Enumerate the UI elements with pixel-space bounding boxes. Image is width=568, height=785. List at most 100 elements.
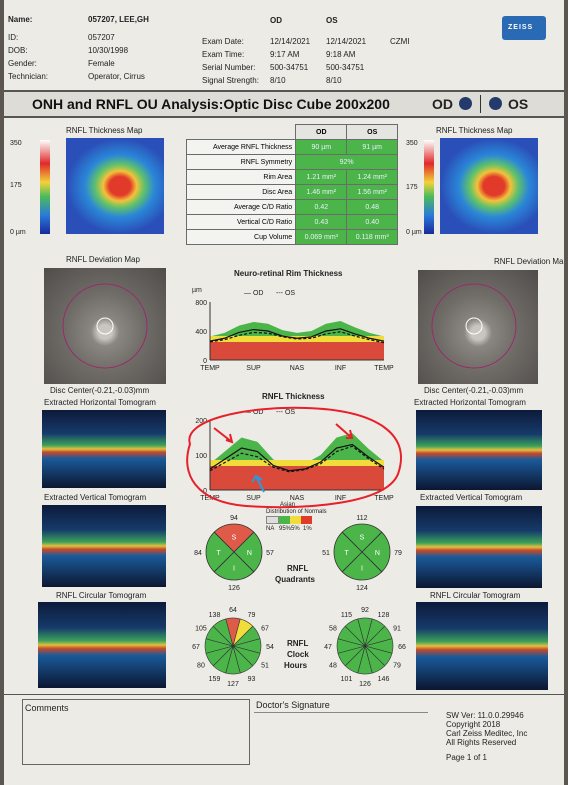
- rim-xtick: NAS: [290, 365, 305, 372]
- horiz-tomogram-od: [42, 410, 166, 488]
- clock-title-1: RNFL: [287, 639, 309, 648]
- signature-line[interactable]: [254, 712, 428, 713]
- clock-od-value: 93: [248, 676, 256, 683]
- rnfl-legend-od: — OD: [244, 409, 264, 416]
- quad-os-sector-label: T: [344, 550, 349, 557]
- patient-dob: 10/30/1998: [88, 46, 129, 55]
- circ-tomogram-os: [416, 602, 548, 690]
- clock-od-value: 105: [195, 626, 207, 633]
- footer-divider: [4, 694, 564, 695]
- clock-od-value: 79: [248, 612, 256, 619]
- rim-legend-od: — OD: [244, 290, 264, 297]
- clock-os-value: 48: [329, 663, 337, 670]
- rnfl-series-os: [209, 445, 385, 473]
- rim-xtick: SUP: [246, 365, 261, 372]
- signal-os: 8/10: [326, 76, 342, 85]
- comments-label: Comments: [25, 703, 69, 713]
- quad-os-sector-i: [341, 551, 383, 581]
- quad-od-sector-s: [213, 523, 255, 553]
- annotation-circle: [186, 406, 402, 509]
- exam-date-od: 12/14/2021: [270, 37, 311, 46]
- exam-time-label: Exam Time:: [202, 50, 245, 59]
- deviation-map-os: [418, 270, 538, 384]
- clock-od-value: 159: [209, 676, 221, 683]
- id-label: ID:: [8, 33, 19, 42]
- device-label: CZMI: [390, 37, 410, 46]
- exam-time-os: 9:18 AM: [326, 50, 356, 59]
- quadrant-chart-od: S N I T 94 57 126 84: [194, 515, 274, 592]
- quad-os-sector-label: N: [375, 550, 380, 557]
- disc-center-od: Disc Center(-0.21,-0.03)mm: [50, 386, 150, 395]
- quad-od-sector-label: I: [233, 565, 235, 572]
- exam-date-label: Exam Date:: [202, 37, 244, 46]
- quad-os-sector-label: I: [361, 565, 363, 572]
- quad-os-value-t: 51: [322, 550, 330, 557]
- scale-bot-od: 0 µm: [10, 229, 26, 236]
- os-dot-icon: [489, 97, 502, 110]
- clock-od-value: 138: [209, 612, 221, 619]
- clock-od-value: 51: [261, 663, 269, 670]
- company: Carl Zeiss Meditec, Inc: [446, 729, 528, 738]
- clock-title-2: Clock: [287, 650, 309, 659]
- clock-od-value: 67: [261, 626, 269, 633]
- divider: [480, 95, 481, 113]
- patient-name: 057207, LEE,GH: [88, 15, 149, 24]
- horiz-tomo-title-od: Extracted Horizontal Tomogram: [44, 398, 156, 407]
- rim-series-od: [209, 328, 385, 342]
- color-scale-os: [424, 140, 434, 234]
- color-scale-od: [40, 140, 50, 234]
- table-row: Average RNFL Thickness 90 µm 91 µm: [185, 139, 398, 155]
- rnfl-xtick: TEMP: [200, 495, 220, 502]
- quad-od-sector-label: T: [216, 550, 221, 557]
- deviation-map-title-os: RNFL Deviation Map: [494, 257, 564, 266]
- quad-od-sector-i: [213, 551, 255, 581]
- rights: All Rights Reserved: [446, 738, 517, 747]
- thickness-map-od: [66, 138, 164, 234]
- rnfl-xtick: NAS: [290, 495, 305, 502]
- scale-top-od: 350: [10, 140, 22, 147]
- od-dot-icon: [459, 97, 472, 110]
- quad-od-value-s: 94: [230, 515, 238, 522]
- legend-item-na: NA: [266, 526, 275, 532]
- signature-label: Doctor's Signature: [256, 700, 330, 710]
- legend-sub: Distribution of Normals: [266, 509, 327, 515]
- circ-tomo-title-od: RNFL Circular Tomogram: [56, 591, 147, 600]
- quadrants-title-1: RNFL: [287, 564, 309, 573]
- table-row: Rim Area 1.21 mm² 1.24 mm²: [185, 169, 398, 185]
- normals-legend: [266, 516, 312, 524]
- legend-title: Asian: [280, 502, 296, 508]
- clock-od-value: 64: [229, 607, 237, 614]
- deviation-circle-os: [431, 283, 517, 369]
- quadrants-title-2: Quadrants: [275, 575, 316, 584]
- rim-ytick: 0: [203, 358, 207, 365]
- table-row: Disc Area 1.46 mm² 1.56 mm²: [185, 184, 398, 200]
- clock-os-value: 115: [341, 612, 352, 619]
- circ-tomogram-od: [38, 602, 166, 688]
- clock-os-value: 79: [393, 663, 401, 670]
- comments-box[interactable]: Comments: [22, 699, 250, 765]
- clock-od-value: 54: [266, 644, 274, 651]
- clock-od-value: 80: [197, 663, 205, 670]
- rnfl-ytick: 100: [195, 453, 207, 460]
- serial-os: 500-34751: [326, 63, 365, 72]
- quad-os-sector-n: [361, 531, 391, 573]
- deviation-map-od: [44, 268, 166, 384]
- clock-os-segment: [344, 618, 366, 648]
- os-header: OS: [326, 16, 338, 25]
- serial-label: Serial Number:: [202, 63, 256, 72]
- tech-label: Technician:: [8, 72, 49, 81]
- clock-title-3: Hours: [284, 661, 308, 670]
- clock-os-value: 92: [361, 607, 369, 614]
- quad-od-sector-n: [233, 531, 263, 573]
- quad-os-value-i: 124: [356, 585, 368, 592]
- patient-tech: Operator, Cirrus: [88, 72, 145, 81]
- table-row: RNFL Symmetry 92%: [185, 154, 398, 170]
- metrics-table: OD OS Average RNFL Thickness 90 µm 91 µm R…: [185, 124, 398, 245]
- eye-os-label: OS: [508, 96, 529, 112]
- legend-item-5: 5%: [291, 526, 300, 532]
- copyright: Copyright 2018: [446, 720, 501, 729]
- dob-label: DOB:: [8, 46, 28, 55]
- quad-od-value-t: 84: [194, 550, 202, 557]
